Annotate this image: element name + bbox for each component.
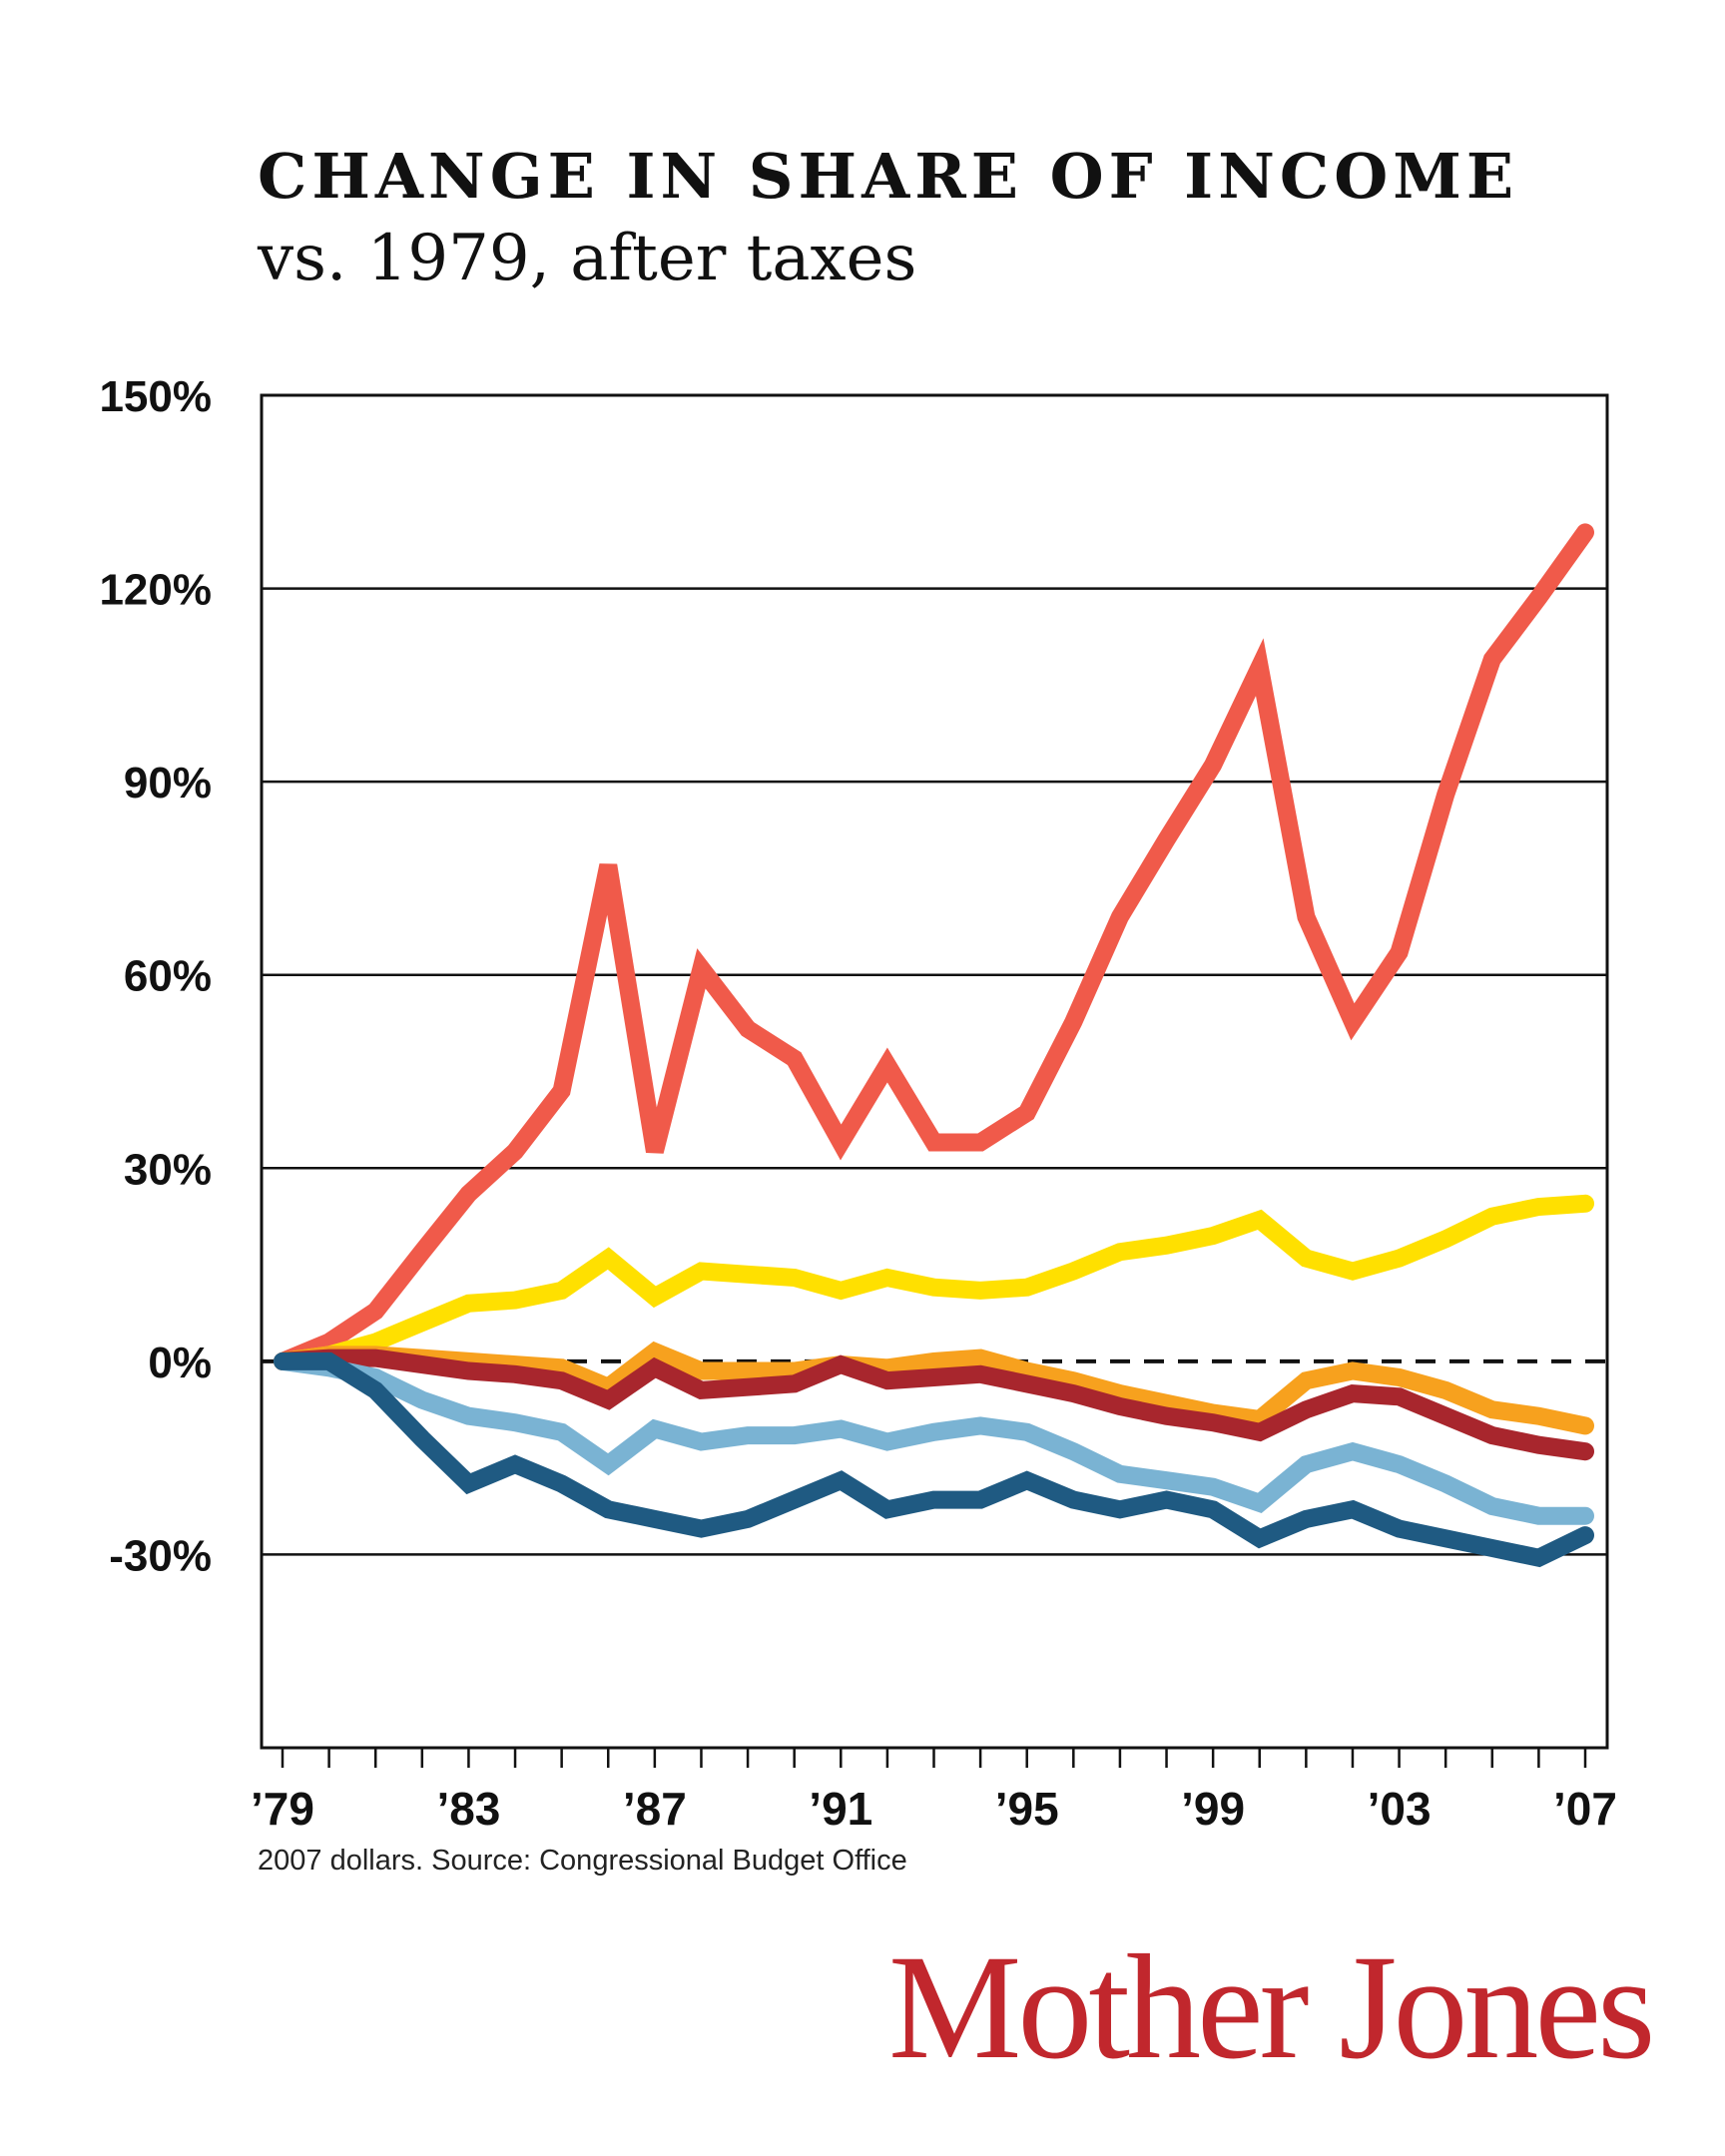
series-line-4 (274, 1348, 1594, 1461)
source-note: 2007 dollars. Source: Congressional Budg… (258, 1845, 907, 1877)
series-line-6 (274, 1351, 1594, 1568)
x-tick-label: ’99 (1181, 1783, 1245, 1835)
x-tick-label: ’91 (809, 1783, 872, 1835)
series-line-1 (274, 523, 1594, 1370)
x-tick-label: ’83 (436, 1783, 500, 1835)
x-tick-label: ’07 (1553, 1783, 1617, 1835)
chart-subtitle: vs. 1979, after taxes (258, 222, 917, 295)
x-tick-label: ’95 (995, 1783, 1059, 1835)
y-tick-label: 0% (148, 1339, 212, 1387)
y-tick-label: 150% (99, 372, 212, 421)
y-tick-label: -30% (109, 1531, 212, 1580)
y-tick-label: 30% (124, 1145, 212, 1194)
y-tick-label: 120% (99, 566, 212, 615)
y-tick-label: 90% (124, 759, 212, 808)
y-tick-label: 60% (124, 952, 212, 1001)
series-line-5 (274, 1351, 1594, 1525)
plot-frame (260, 393, 1609, 1750)
chart-title: CHANGE IN SHARE OF INCOME (258, 140, 1519, 213)
x-tick-label: ’03 (1368, 1783, 1432, 1835)
x-tick-label: ’79 (251, 1783, 314, 1835)
series-line-3 (274, 1341, 1594, 1435)
x-tick-label: ’87 (623, 1783, 687, 1835)
mother-jones-logo: Mother Jones (888, 1924, 1655, 2090)
series-line-2 (274, 1194, 1594, 1370)
